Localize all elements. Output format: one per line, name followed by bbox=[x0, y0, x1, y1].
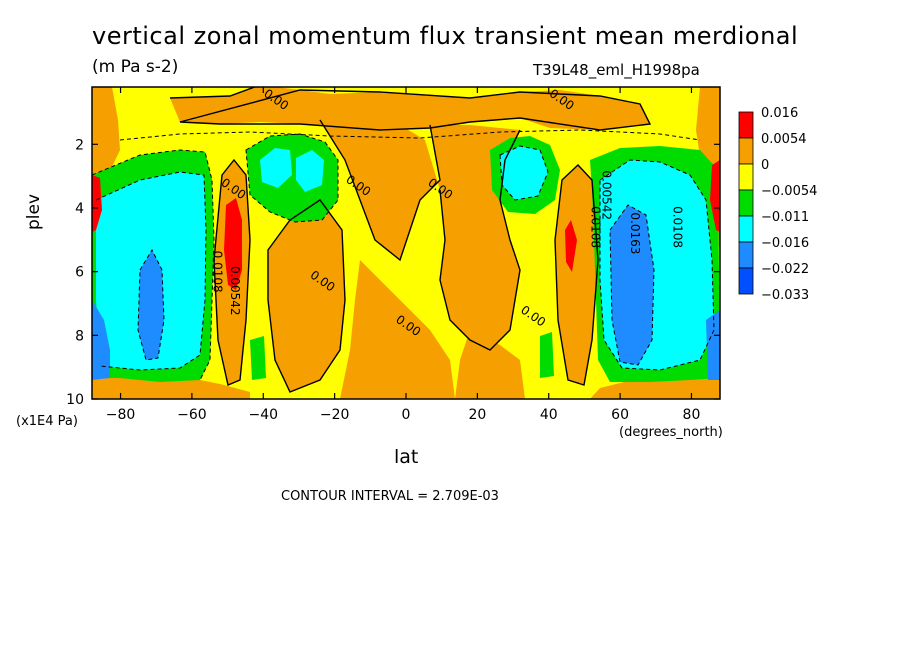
contour-interval-note: CONTOUR INTERVAL = 2.709E-03 bbox=[281, 489, 499, 504]
contour-label: 0.00542 bbox=[228, 266, 242, 316]
legend-label: −0.022 bbox=[761, 262, 809, 277]
zero-contour-central bbox=[319, 119, 441, 262]
x-axis-units: (degrees_north) bbox=[619, 425, 723, 440]
x-axis-label: lat bbox=[394, 446, 419, 468]
cyan-region-south-upper-a bbox=[260, 148, 292, 188]
legend-swatch bbox=[738, 163, 754, 191]
zero-contour-top bbox=[169, 87, 652, 131]
contour-field bbox=[92, 87, 720, 399]
orange-region-central bbox=[320, 118, 520, 350]
zero-contour-south-midlat bbox=[267, 199, 346, 393]
contour-label: 0.0108 bbox=[671, 206, 685, 248]
axis-ticks bbox=[92, 87, 720, 400]
green-patch-north-low bbox=[540, 332, 554, 378]
run-name: T39L48_eml_H1998pa bbox=[533, 61, 700, 79]
x-tick-label: 60 bbox=[611, 407, 629, 423]
legend-swatch bbox=[738, 137, 754, 165]
x-tick-label: 40 bbox=[540, 407, 558, 423]
y-axis-units: (x1E4 Pa) bbox=[16, 414, 78, 429]
orange-region-south-midlat bbox=[268, 200, 345, 392]
orange-region-north-midlat-low bbox=[455, 330, 525, 399]
neg-contour-top-ring bbox=[119, 129, 701, 141]
contour-label: 0.0163 bbox=[628, 212, 642, 254]
legend-label: −0.0054 bbox=[761, 184, 817, 199]
y-tick-label: 6 bbox=[75, 265, 84, 281]
neg-contour-north-upper bbox=[499, 145, 549, 201]
red-region-south-jet bbox=[224, 198, 242, 290]
legend-label: −0.016 bbox=[761, 236, 809, 251]
orange-region-bottom-band-north bbox=[590, 374, 720, 399]
legend-swatch bbox=[738, 189, 754, 217]
green-patch-south-low bbox=[250, 336, 266, 380]
blue-region-north-bottom bbox=[706, 310, 720, 380]
y-tick-label: 8 bbox=[75, 328, 84, 344]
x-tick-label: −20 bbox=[320, 407, 350, 423]
blue-region-south-bottom bbox=[92, 300, 110, 380]
legend-label: −0.033 bbox=[761, 288, 809, 303]
chart-units: (m Pa s-2) bbox=[92, 57, 179, 77]
dashed-contours bbox=[92, 129, 715, 381]
chart-title: vertical zonal momentum flux transient m… bbox=[92, 22, 799, 50]
x-tick-label: 20 bbox=[468, 407, 486, 423]
red-region-north-jet bbox=[565, 220, 577, 272]
legend-label: 0 bbox=[761, 158, 769, 173]
cyan-region-south-upper-b bbox=[296, 150, 324, 192]
legend-swatch bbox=[738, 215, 754, 243]
x-tick-label: 0 bbox=[402, 407, 411, 423]
contour-label: 0.00542 bbox=[599, 170, 613, 220]
neg-contour-north-inner bbox=[609, 204, 655, 366]
neg-contour-south-polar bbox=[95, 171, 207, 371]
x-tick-label: −80 bbox=[106, 407, 136, 423]
x-tick-label: 80 bbox=[683, 407, 701, 423]
zero-contour-north-jet bbox=[554, 164, 599, 386]
neg-contour-south-polar-outer bbox=[92, 149, 215, 381]
legend-label: −0.011 bbox=[761, 210, 809, 225]
y-tick-label: 4 bbox=[75, 201, 84, 217]
legend-swatch bbox=[738, 267, 754, 295]
orange-region-north-jet bbox=[555, 165, 598, 385]
zero-contour-south-jet bbox=[213, 158, 251, 386]
red-region-west-edge bbox=[92, 175, 102, 232]
neg-contour-south-upper bbox=[245, 133, 339, 223]
red-region-east-edge bbox=[710, 160, 720, 232]
legend-swatch bbox=[738, 111, 754, 139]
x-tick-label: −60 bbox=[177, 407, 207, 423]
legend-label: 0.0054 bbox=[761, 132, 807, 147]
contour-label: 0.0108 bbox=[589, 206, 603, 248]
color-legend: 0.016 0.0054 0 −0.0054 −0.011 −0.016 −0.022 −0.… bbox=[738, 106, 817, 303]
tick-labels: −80 −60 −40 −20 0 20 40 60 80 2 4 6 8 10 bbox=[66, 137, 700, 423]
legend-label: 0.016 bbox=[761, 106, 798, 121]
neg-contour-north-polar bbox=[599, 159, 715, 371]
zero-contour-equator bbox=[439, 129, 521, 351]
blue-region-south bbox=[138, 250, 164, 360]
y-tick-label: 10 bbox=[66, 392, 84, 408]
y-axis-label: plev bbox=[24, 193, 44, 230]
cyan-region-north-upper bbox=[500, 146, 548, 200]
contour-lines bbox=[169, 87, 652, 393]
blue-region-north bbox=[610, 205, 654, 365]
y-tick-label: 2 bbox=[75, 137, 84, 153]
legend-swatch bbox=[738, 241, 754, 269]
neg-contour-south-inner bbox=[137, 248, 165, 361]
orange-region-equator-low bbox=[340, 260, 455, 399]
x-tick-label: −40 bbox=[248, 407, 278, 423]
contour-label: 0.0108 bbox=[210, 251, 224, 293]
